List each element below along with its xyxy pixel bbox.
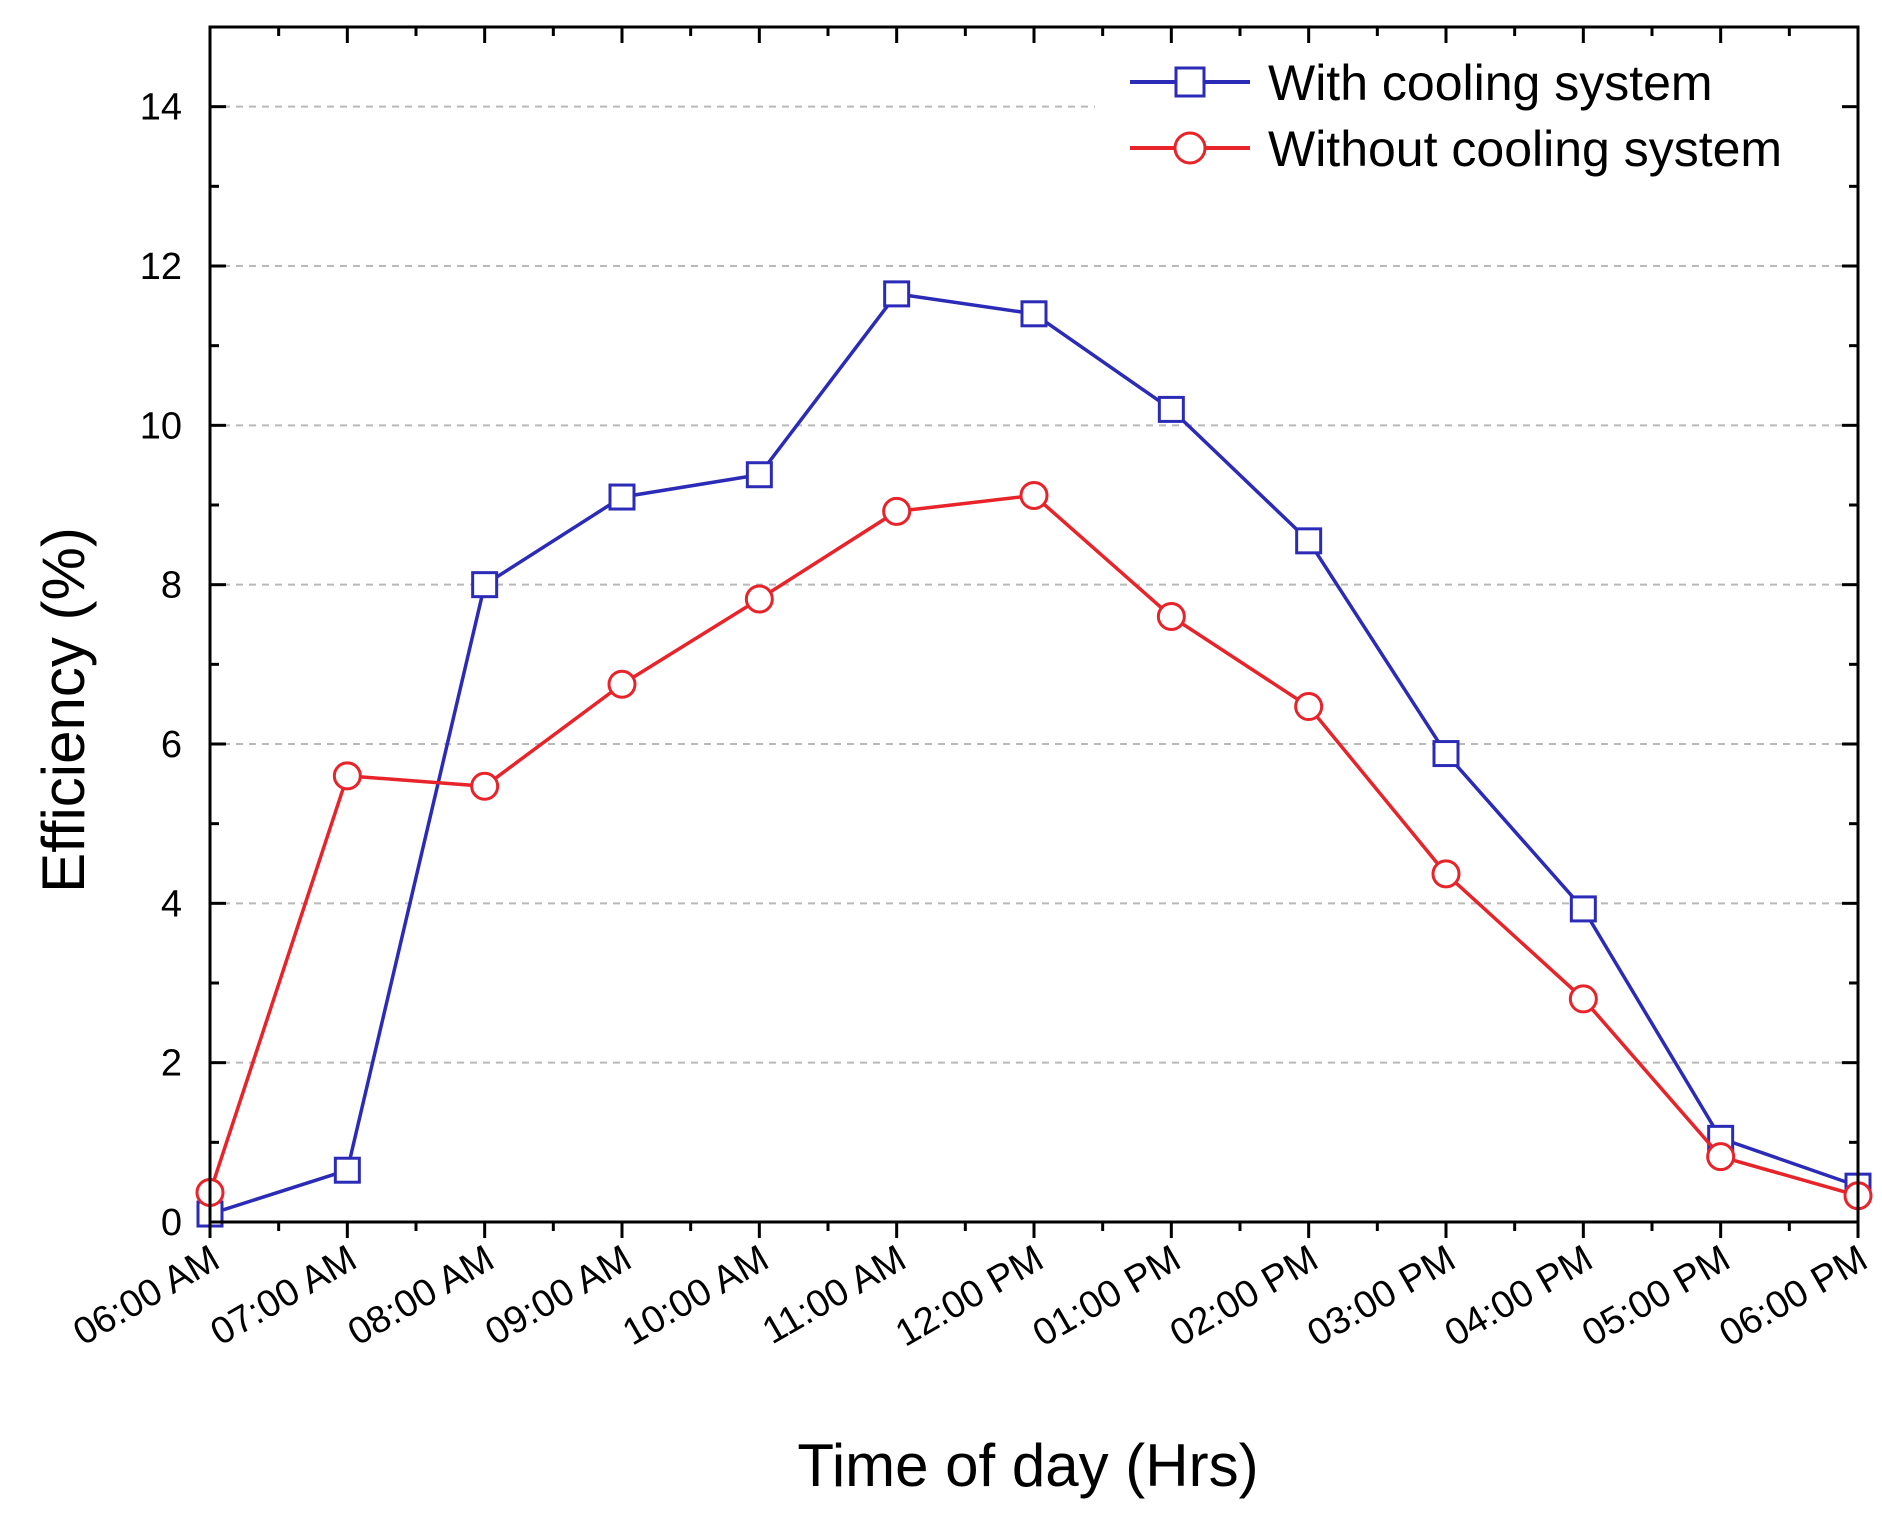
legend-label-without-cooling: Without cooling system [1268, 121, 1782, 177]
data-point-without-cooling [1568, 984, 1598, 1014]
legend-circle-marker [1173, 131, 1207, 165]
data-point-without-cooling [1431, 859, 1461, 889]
x-tick-label: 06:00 AM [66, 1237, 226, 1354]
data-point-without-cooling [1294, 692, 1324, 722]
series-line-with-cooling [209, 292, 1859, 1216]
x-tick-label: 08:00 AM [341, 1237, 501, 1354]
y-tick-label: 6 [161, 724, 182, 766]
x-tick-label: 01:00 PM [1026, 1237, 1188, 1355]
data-point-with-cooling [1157, 395, 1185, 423]
x-tick-label: 10:00 AM [616, 1237, 776, 1354]
data-point-with-cooling [1432, 740, 1460, 768]
x-tick-label: 05:00 PM [1575, 1237, 1737, 1355]
data-point-with-cooling [608, 483, 636, 511]
y-tick-label: 4 [161, 883, 182, 925]
y-tick-label: 10 [140, 405, 182, 447]
x-tick-label: 12:00 PM [889, 1237, 1051, 1355]
data-point-with-cooling [333, 1156, 361, 1184]
y-tick-label: 2 [161, 1043, 182, 1085]
data-point-without-cooling [1019, 480, 1049, 510]
x-tick-label: 02:00 PM [1163, 1237, 1325, 1355]
x-tick-label: 11:00 AM [756, 1237, 914, 1352]
series-lines [195, 280, 1873, 1228]
y-tick-label: 0 [161, 1202, 182, 1244]
data-point-without-cooling [1706, 1142, 1736, 1172]
x-tick-label: 04:00 PM [1438, 1237, 1600, 1355]
data-point-without-cooling [744, 584, 774, 614]
data-point-without-cooling [1156, 602, 1186, 632]
x-tick-label: 07:00 AM [204, 1237, 364, 1354]
x-axis-title: Time of day (Hrs) [797, 1432, 1258, 1499]
data-point-with-cooling [883, 280, 911, 308]
series-line-without-cooling [208, 493, 1859, 1198]
data-point-without-cooling [607, 669, 637, 699]
gridlines [210, 105, 1858, 1064]
data-point-with-cooling [1295, 527, 1323, 555]
plot-frame [208, 25, 1860, 1224]
data-point-without-cooling [470, 771, 500, 801]
legend-square-marker [1174, 66, 1206, 98]
y-tick-label: 12 [140, 246, 182, 288]
data-point-without-cooling [332, 761, 362, 791]
legend: With cooling system Without cooling syst… [1130, 55, 1782, 177]
x-tick-label: 09:00 AM [478, 1237, 638, 1354]
y-axis-title: Efficiency (%) [30, 527, 97, 893]
y-tick-label: 14 [140, 87, 182, 129]
data-point-with-cooling [1020, 300, 1048, 328]
data-point-with-cooling [1569, 895, 1597, 923]
y-tick-label: 8 [161, 565, 182, 607]
x-tick-label: 03:00 PM [1301, 1237, 1463, 1355]
legend-label-with-cooling: With cooling system [1268, 55, 1713, 111]
data-point-with-cooling [471, 571, 499, 599]
data-point-with-cooling [745, 461, 773, 489]
x-tick-label: 06:00 PM [1713, 1237, 1875, 1355]
data-point-without-cooling [882, 496, 912, 526]
